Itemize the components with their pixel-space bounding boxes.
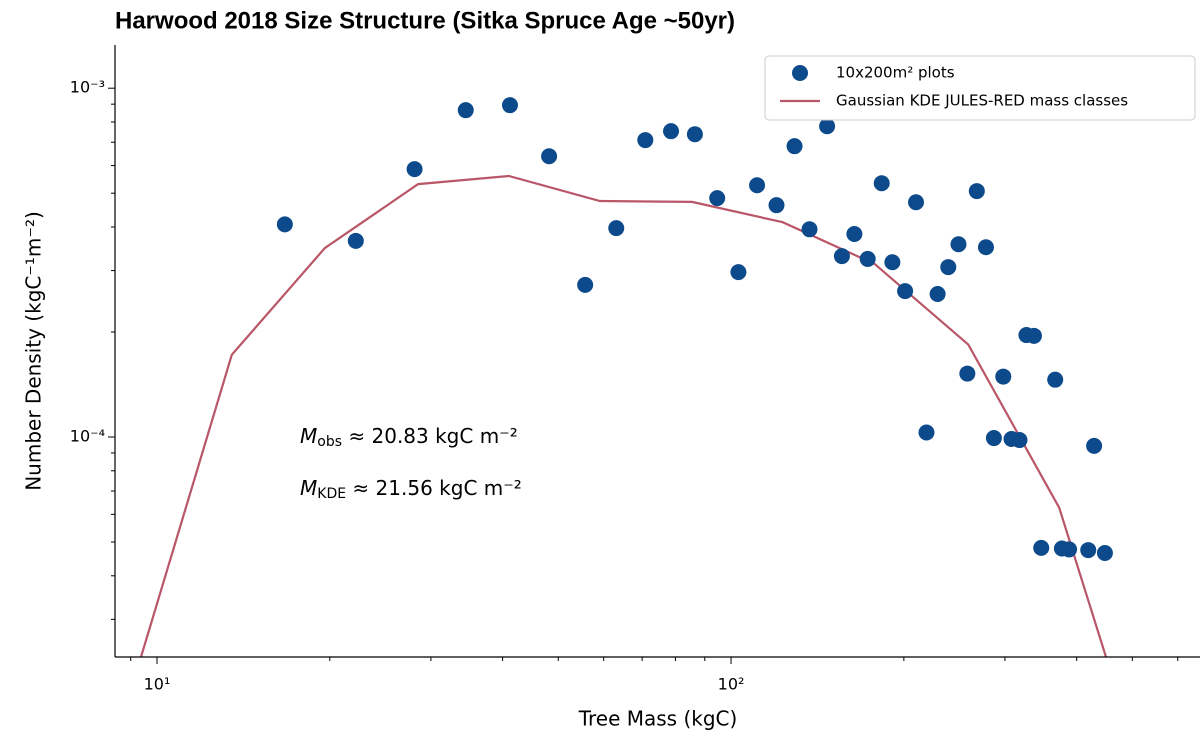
kde-line [139,174,1108,657]
data-point [709,190,726,207]
data-point [730,264,747,281]
data-point [577,276,594,293]
data-point [873,175,890,192]
annotation: MKDE ≈ 21.56 kgC m⁻² [300,476,522,503]
data-point [950,236,967,253]
data-point [749,177,766,194]
y-axis-label: Number Density (kgC⁻¹m⁻²) [22,211,46,491]
data-point [985,430,1002,447]
data-point [1033,539,1050,556]
data-point [1061,541,1078,558]
legend: 10x200m² plots Gaussian KDE JULES-RED mas… [764,55,1196,121]
annotation-symbol: M [300,476,317,500]
annotation-text: ≈ 20.83 kgC m⁻² [342,424,518,448]
data-point [819,118,836,135]
data-point [501,97,518,114]
data-point [833,248,850,265]
legend-label: Gaussian KDE JULES-RED mass classes [836,92,1128,110]
annotation-subscript: KDE [317,486,346,502]
data-point [940,259,957,276]
data-point [541,148,558,165]
data-point [968,183,985,200]
data-point [846,225,863,242]
plot-area [139,97,1113,657]
data-point [897,283,914,300]
data-point [768,197,785,214]
x-tick-label: 10¹ [144,675,171,694]
data-point [1011,432,1028,449]
data-point [608,220,625,237]
annotation: Mobs ≈ 20.83 kgC m⁻² [300,424,518,451]
data-point [1096,544,1113,561]
x-axis-label: Tree Mass (kgC) [578,707,738,731]
data-point [918,424,935,441]
data-point [637,132,654,149]
data-point [276,216,293,233]
data-point [1025,327,1042,344]
y-tick-label: 10⁻⁴ [70,426,105,445]
legend-box [764,55,1196,121]
data-point [347,232,364,249]
annotation-text: ≈ 21.56 kgC m⁻² [346,476,522,500]
data-point [801,221,818,238]
data-point [1047,371,1064,388]
data-point [908,194,925,211]
data-point [786,138,803,155]
data-point [995,368,1012,385]
data-point [1080,542,1097,559]
data-point [663,123,680,140]
data-point [859,250,876,267]
data-point [406,161,423,178]
annotation-subscript: obs [317,434,342,450]
data-point [1086,437,1103,454]
data-point [977,239,994,256]
legend-marker [792,65,808,81]
y-tick-label: 10⁻³ [70,78,105,97]
data-point [686,126,703,143]
data-point [884,254,901,271]
data-point [929,286,946,303]
x-tick-label: 10² [718,675,745,694]
annotation-symbol: M [300,424,317,448]
data-point [959,365,976,382]
chart-title: Harwood 2018 Size Structure (Sitka Spruc… [115,7,735,34]
legend-label: 10x200m² plots [836,64,955,82]
data-point [457,102,474,119]
